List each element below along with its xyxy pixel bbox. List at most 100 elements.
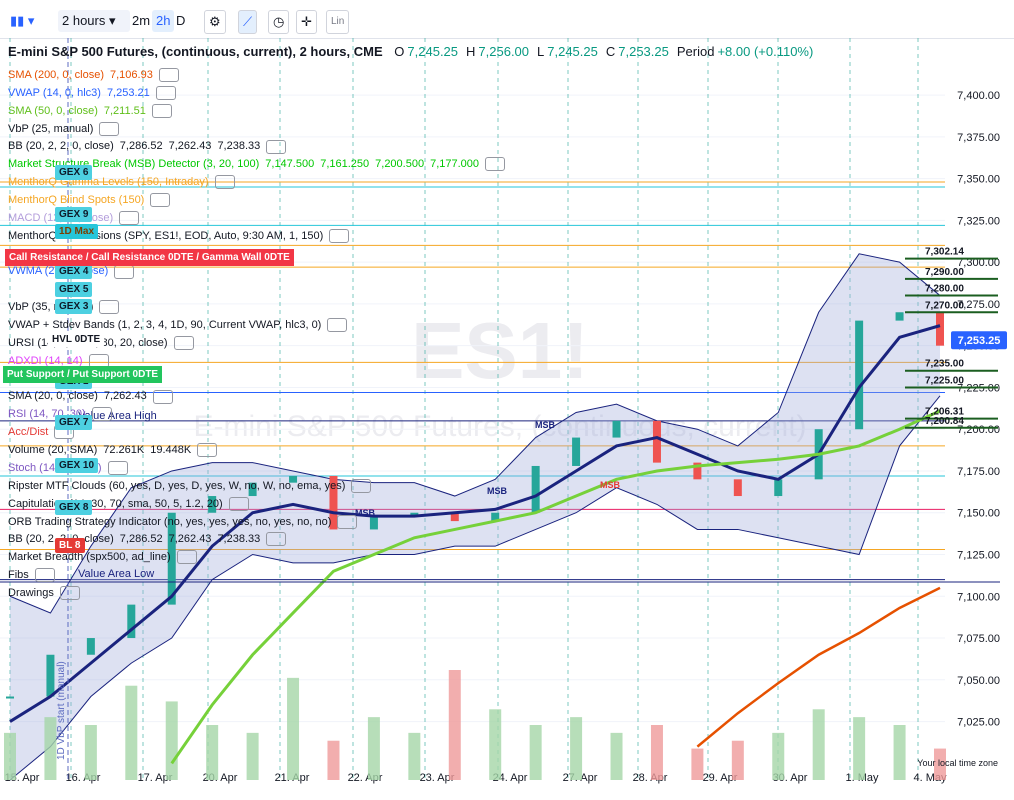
- ohlc-value: 7,245.25: [547, 44, 598, 59]
- visibility-toggle[interactable]: [351, 478, 372, 493]
- scale-button[interactable]: Lin: [326, 10, 350, 34]
- candle: [369, 516, 378, 530]
- volume-bar: [84, 725, 97, 780]
- visibility-toggle[interactable]: [155, 85, 176, 100]
- indicator-value: 7,177.000: [430, 158, 480, 171]
- value-area-high: Value Area High: [78, 410, 157, 422]
- price-tick-label: 7,325.00: [957, 215, 1000, 227]
- visibility-toggle[interactable]: [197, 443, 218, 458]
- visibility-toggle[interactable]: [151, 103, 172, 118]
- interval-select[interactable]: 2 hours ▾: [58, 10, 130, 32]
- watermark-subtitle: E-mini S&P 500 Futures, (continuous, cur…: [193, 410, 806, 443]
- visibility-toggle[interactable]: [329, 228, 350, 243]
- msb-label: MSB: [600, 480, 621, 490]
- indicator-row: SMA (20, 0, close) 7,262.43: [8, 388, 173, 404]
- symbol-header: E-mini S&P 500 Futures, (continuous, cur…: [8, 44, 813, 59]
- visibility-toggle[interactable]: [176, 550, 197, 565]
- candle: [450, 512, 459, 522]
- visibility-toggle[interactable]: [337, 514, 358, 529]
- gex-badge: GEX 10: [55, 458, 99, 473]
- level-banner: Call Resistance / Call Resistance 0DTE /…: [5, 249, 294, 266]
- candle: [895, 312, 904, 321]
- volume-bar: [165, 701, 178, 780]
- visibility-toggle[interactable]: [99, 300, 120, 315]
- visibility-toggle[interactable]: [214, 175, 235, 190]
- interval-button[interactable]: D: [176, 13, 186, 28]
- indicator-value: 19.448K: [150, 444, 192, 457]
- msb-label: MSB: [535, 420, 556, 430]
- candle: [208, 496, 217, 513]
- gex-badge: HVL 0DTE: [48, 332, 105, 347]
- visibility-toggle[interactable]: [59, 586, 80, 601]
- visibility-toggle[interactable]: [114, 264, 135, 279]
- indicator-label: MenthorQ Gamma Levels (150, Intraday): [8, 176, 209, 189]
- level-label: 7,235.00: [925, 359, 964, 370]
- price-tick-label: 7,400.00: [957, 90, 1000, 102]
- visibility-toggle[interactable]: [266, 532, 287, 547]
- indicator-value: 7,262.43: [168, 140, 212, 153]
- indicator-label: Volume (20, SMA): [8, 444, 98, 457]
- indicator-label: VWAP (14, 0, hlc3): [8, 86, 101, 99]
- candle: [329, 475, 338, 530]
- interval-button[interactable]: 2h: [152, 10, 175, 32]
- candle: [289, 475, 298, 483]
- visibility-toggle[interactable]: [327, 318, 348, 333]
- gex-badge: GEX 6: [55, 165, 93, 180]
- indicator-label: Acc/Dist: [8, 426, 49, 439]
- volume-bar: [893, 725, 906, 780]
- period-change: +8.00 (+0.110%): [717, 44, 814, 59]
- indicator-value: 7,238.33: [217, 533, 261, 546]
- indicator-label: MenthorQ Blind Spots (150): [8, 194, 145, 207]
- indicator-row: VWAP (14, 0, hlc3) 7,253.21: [8, 85, 176, 101]
- volume-bar: [570, 717, 583, 780]
- period-label: Period: [676, 44, 715, 59]
- volume-bar: [489, 709, 502, 780]
- volume-bar: [731, 740, 744, 780]
- settings-button[interactable]: ⚙: [204, 10, 226, 34]
- level-banner: Put Support / Put Support 0DTE: [3, 366, 163, 383]
- candle: [733, 479, 742, 497]
- indicator-label: ORB Trading Strategy Indicator (no, yes,…: [8, 515, 332, 528]
- interval-button[interactable]: 2m: [132, 13, 151, 28]
- visibility-toggle[interactable]: [34, 568, 55, 583]
- visibility-toggle[interactable]: [107, 461, 128, 475]
- ohlc-key: O: [394, 44, 405, 59]
- chart-style-button[interactable]: ▮▮ ▾: [10, 13, 35, 28]
- crosshair-button[interactable]: ✛: [296, 10, 317, 34]
- candle: [572, 437, 581, 466]
- visibility-toggle[interactable]: [152, 389, 173, 404]
- gex-badge: GEX 8: [55, 500, 93, 515]
- bollinger-band-fill: [10, 253, 940, 781]
- price-tick-label: 7,150.00: [957, 508, 1000, 520]
- bollinger-band: [9, 395, 941, 781]
- visibility-toggle[interactable]: [485, 157, 506, 172]
- replay-button[interactable]: ◷: [268, 10, 290, 34]
- visibility-toggle[interactable]: [173, 335, 194, 350]
- visibility-toggle[interactable]: [266, 139, 287, 154]
- visibility-toggle[interactable]: [119, 210, 140, 225]
- ohlc-value: 7,245.25: [407, 44, 459, 59]
- gex-badge: GEX 9: [55, 207, 93, 222]
- candle: [612, 420, 621, 438]
- msb-label: MSB: [487, 486, 508, 496]
- last-price-label: 7,253.25: [958, 335, 1001, 347]
- candle: [936, 312, 944, 346]
- visibility-toggle[interactable]: [99, 121, 120, 136]
- indicator-button[interactable]: ⟋: [238, 10, 258, 34]
- price-tick-label: 7,100.00: [957, 591, 1000, 603]
- visibility-toggle[interactable]: [228, 496, 249, 511]
- price-tick-label: 7,125.00: [957, 550, 1000, 562]
- candle: [167, 512, 176, 605]
- indicator-label: Drawings: [8, 586, 54, 599]
- bollinger-band: [9, 253, 941, 614]
- visibility-toggle[interactable]: [158, 68, 179, 83]
- indicator-value: 7,262.43: [103, 390, 147, 403]
- volume-bar: [44, 717, 57, 780]
- visibility-toggle[interactable]: [150, 193, 171, 208]
- indicator-value: 7,106.93: [110, 69, 153, 81]
- visibility-toggle[interactable]: [91, 407, 112, 422]
- date-label: 23. Apr: [420, 772, 455, 784]
- candle: [127, 604, 136, 639]
- price-tick-label: 7,375.00: [957, 132, 1000, 144]
- indicator-value: 7,200.500: [375, 158, 425, 171]
